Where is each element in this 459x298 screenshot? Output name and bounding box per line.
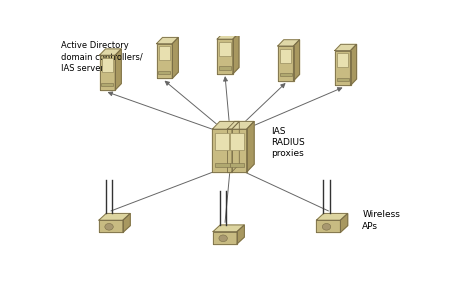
Polygon shape bbox=[217, 33, 238, 39]
Bar bbox=[336, 53, 347, 67]
Polygon shape bbox=[334, 51, 350, 85]
Polygon shape bbox=[316, 220, 340, 232]
Text: Wireless
APs: Wireless APs bbox=[362, 210, 399, 231]
Bar bbox=[101, 83, 113, 86]
Ellipse shape bbox=[218, 235, 227, 242]
Polygon shape bbox=[99, 213, 130, 220]
Polygon shape bbox=[99, 49, 121, 55]
Polygon shape bbox=[213, 225, 244, 232]
Text: Active Directory
domain controllers/
IAS servers: Active Directory domain controllers/ IAS… bbox=[61, 41, 142, 73]
Bar bbox=[230, 133, 243, 150]
Polygon shape bbox=[236, 225, 244, 244]
Polygon shape bbox=[227, 121, 253, 129]
Bar bbox=[218, 66, 230, 69]
Polygon shape bbox=[212, 129, 231, 172]
Polygon shape bbox=[217, 39, 232, 74]
Polygon shape bbox=[231, 121, 239, 172]
Bar bbox=[336, 78, 348, 81]
Ellipse shape bbox=[105, 224, 113, 230]
Bar bbox=[158, 71, 170, 74]
Bar bbox=[101, 58, 113, 72]
Text: IAS
RADIUS
proxies: IAS RADIUS proxies bbox=[271, 127, 304, 158]
Polygon shape bbox=[246, 121, 253, 172]
Polygon shape bbox=[115, 49, 121, 90]
Polygon shape bbox=[293, 40, 299, 80]
Bar bbox=[219, 42, 230, 56]
Polygon shape bbox=[334, 44, 356, 51]
Polygon shape bbox=[213, 232, 236, 244]
Polygon shape bbox=[212, 121, 239, 129]
Polygon shape bbox=[172, 38, 178, 78]
Bar bbox=[215, 133, 229, 150]
Polygon shape bbox=[316, 213, 347, 220]
Polygon shape bbox=[227, 129, 246, 172]
Polygon shape bbox=[277, 40, 299, 46]
Bar bbox=[280, 49, 291, 63]
Ellipse shape bbox=[322, 224, 330, 230]
Bar bbox=[158, 46, 170, 60]
Polygon shape bbox=[232, 33, 238, 74]
Polygon shape bbox=[99, 55, 115, 90]
Bar bbox=[229, 163, 244, 167]
Bar bbox=[279, 73, 291, 77]
Polygon shape bbox=[156, 38, 178, 44]
Polygon shape bbox=[123, 213, 130, 232]
Polygon shape bbox=[277, 46, 293, 80]
Polygon shape bbox=[99, 220, 123, 232]
Polygon shape bbox=[350, 44, 356, 85]
Polygon shape bbox=[156, 44, 172, 78]
Polygon shape bbox=[340, 213, 347, 232]
Bar bbox=[214, 163, 229, 167]
